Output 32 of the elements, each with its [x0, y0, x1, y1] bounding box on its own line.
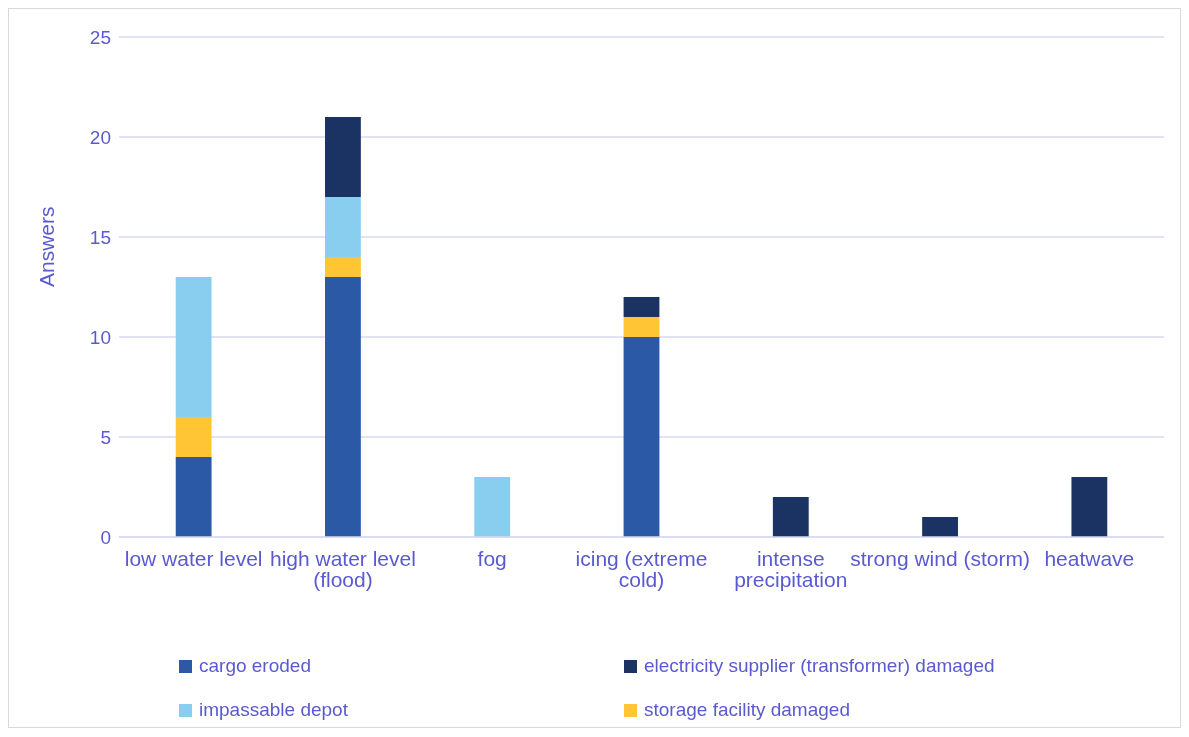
bar [325, 197, 361, 257]
y-tick-label: 10 [89, 326, 111, 348]
bar [623, 297, 660, 317]
bar [175, 277, 212, 417]
y-tick-label: 15 [89, 226, 111, 248]
bar [325, 277, 361, 537]
bar [175, 417, 212, 457]
bar [325, 117, 361, 197]
bar [623, 317, 660, 337]
y-tick-label: 0 [100, 526, 111, 548]
legend-label: cargo eroded [198, 655, 312, 677]
y-tick-label: 20 [89, 126, 111, 148]
x-tick-label: fog [477, 546, 507, 570]
x-tick-label: heatwave [1044, 546, 1135, 570]
bar [175, 457, 212, 537]
bar [474, 477, 511, 537]
bar [623, 337, 660, 537]
bar [325, 257, 361, 277]
x-tick-label: intense precipitation [734, 546, 848, 591]
x-tick-label: high water level (flood) [269, 546, 416, 591]
legend-label: electricity supplier (transformer) damaged [643, 655, 996, 677]
legend-label: impassable depot [198, 699, 349, 721]
bar [772, 497, 809, 537]
x-tick-label: strong wind (storm) [850, 546, 1030, 570]
bar [922, 517, 958, 537]
y-tick-label: 5 [100, 426, 111, 448]
y-tick-label: 25 [89, 26, 111, 48]
x-tick-label: icing (extreme cold) [575, 546, 708, 591]
y-axis-title: Answers [35, 206, 59, 287]
x-tick-label: low water level [124, 546, 263, 570]
bar [1071, 477, 1108, 537]
legend-label: storage facility damaged [643, 699, 851, 721]
